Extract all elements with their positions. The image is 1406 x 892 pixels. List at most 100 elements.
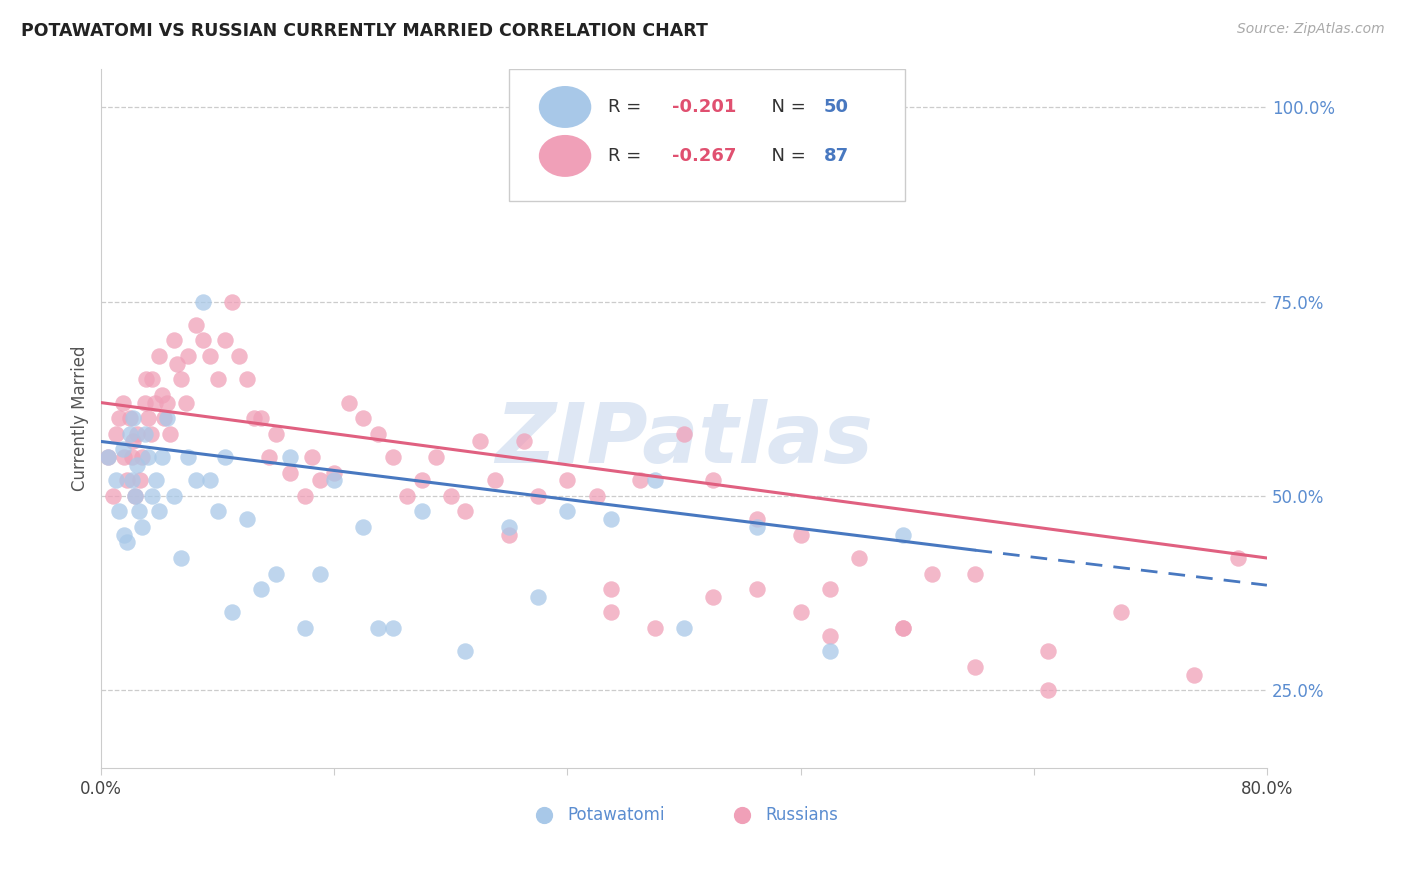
Ellipse shape xyxy=(538,135,592,177)
Point xyxy=(294,489,316,503)
Point xyxy=(122,411,145,425)
Point xyxy=(891,621,914,635)
Point xyxy=(228,349,250,363)
Y-axis label: Currently Married: Currently Married xyxy=(72,345,89,491)
Point xyxy=(1038,683,1060,698)
Point xyxy=(818,644,841,658)
Point xyxy=(484,473,506,487)
Point xyxy=(411,504,433,518)
Point xyxy=(221,294,243,309)
Point xyxy=(141,489,163,503)
Point xyxy=(112,527,135,541)
Point xyxy=(148,504,170,518)
Point xyxy=(117,473,139,487)
Point xyxy=(440,489,463,503)
Point xyxy=(512,434,534,449)
Text: 87: 87 xyxy=(824,147,849,165)
Point xyxy=(425,450,447,464)
Point xyxy=(965,566,987,581)
Point xyxy=(236,372,259,386)
Point xyxy=(411,473,433,487)
Point xyxy=(104,426,127,441)
Text: Russians: Russians xyxy=(766,806,838,824)
Point xyxy=(264,566,287,581)
Point xyxy=(111,395,134,409)
Point xyxy=(600,606,623,620)
Point xyxy=(121,473,143,487)
Point xyxy=(141,372,163,386)
Text: Potawatomi: Potawatomi xyxy=(568,806,665,824)
Point xyxy=(1109,606,1132,620)
Point xyxy=(177,450,200,464)
Point xyxy=(308,473,330,487)
Point xyxy=(672,621,695,635)
Point xyxy=(170,551,193,566)
Point xyxy=(112,450,135,464)
Point xyxy=(148,349,170,363)
Point xyxy=(134,426,156,441)
Point xyxy=(454,644,477,658)
Point xyxy=(818,582,841,596)
Point xyxy=(498,520,520,534)
Point xyxy=(156,411,179,425)
Point xyxy=(131,450,153,464)
Point xyxy=(174,395,197,409)
Point xyxy=(745,582,768,596)
Point xyxy=(134,395,156,409)
Point xyxy=(848,551,870,566)
Point xyxy=(214,334,236,348)
Point xyxy=(163,334,186,348)
Point xyxy=(117,535,139,549)
Point xyxy=(107,411,129,425)
Point xyxy=(454,504,477,518)
Point xyxy=(191,334,214,348)
Point xyxy=(600,582,623,596)
Point xyxy=(136,450,159,464)
Point xyxy=(207,504,229,518)
Point xyxy=(159,426,181,441)
Point xyxy=(207,372,229,386)
Point xyxy=(120,411,142,425)
Point xyxy=(891,527,914,541)
Point xyxy=(600,512,623,526)
Text: ZIPatlas: ZIPatlas xyxy=(495,399,873,480)
Point xyxy=(101,489,124,503)
Point xyxy=(104,473,127,487)
Text: -0.201: -0.201 xyxy=(672,98,737,116)
Point xyxy=(352,520,374,534)
Point xyxy=(122,434,145,449)
Point xyxy=(107,504,129,518)
Point xyxy=(381,621,404,635)
Point xyxy=(301,450,323,464)
Text: -0.267: -0.267 xyxy=(672,147,737,165)
Point xyxy=(527,590,550,604)
Point xyxy=(111,442,134,457)
Point xyxy=(139,426,162,441)
Point xyxy=(280,450,302,464)
Point xyxy=(129,473,152,487)
Point xyxy=(221,606,243,620)
Point xyxy=(250,411,273,425)
Point xyxy=(745,512,768,526)
Point xyxy=(200,473,222,487)
Point xyxy=(136,411,159,425)
Text: N =: N = xyxy=(759,147,811,165)
Point xyxy=(127,426,149,441)
Point xyxy=(170,372,193,386)
Point xyxy=(789,527,811,541)
Point xyxy=(672,426,695,441)
Point xyxy=(702,473,724,487)
Point xyxy=(152,411,174,425)
Point xyxy=(200,349,222,363)
Point xyxy=(280,466,302,480)
Point xyxy=(131,520,153,534)
Text: R =: R = xyxy=(609,147,647,165)
Point xyxy=(585,489,607,503)
Point xyxy=(124,489,146,503)
Point xyxy=(135,372,157,386)
Point xyxy=(98,878,121,892)
Point xyxy=(214,450,236,464)
FancyBboxPatch shape xyxy=(509,69,905,202)
Point xyxy=(257,450,280,464)
Text: POTAWATOMI VS RUSSIAN CURRENTLY MARRIED CORRELATION CHART: POTAWATOMI VS RUSSIAN CURRENTLY MARRIED … xyxy=(21,22,709,40)
